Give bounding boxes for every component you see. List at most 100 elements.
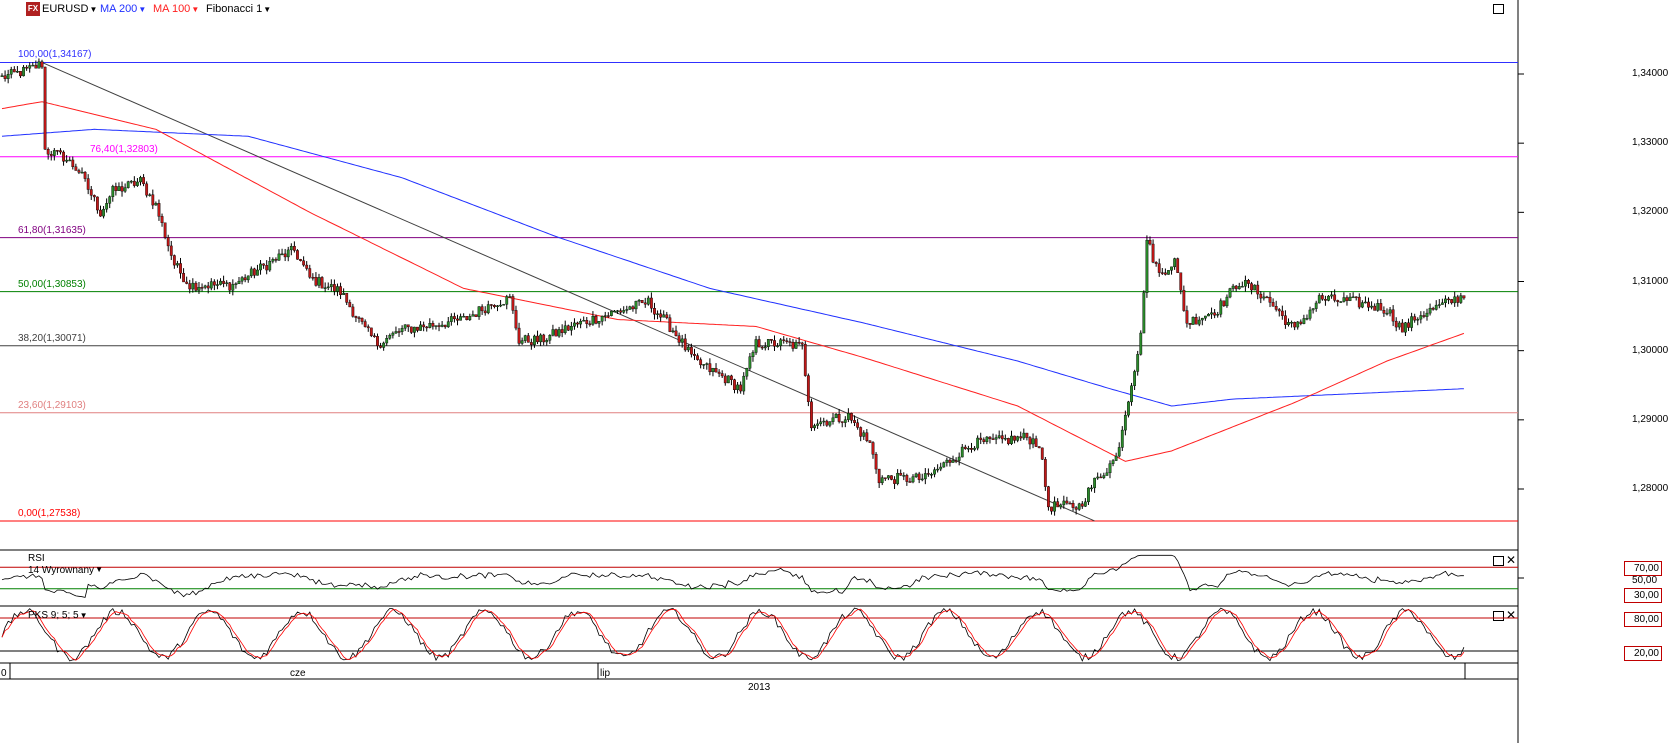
ma100-selector[interactable]: MA 100▼ xyxy=(153,3,199,15)
candle xyxy=(1280,310,1284,316)
fibonacci-selector[interactable]: Fibonacci 1▼ xyxy=(206,3,271,15)
candle xyxy=(514,310,518,329)
candle xyxy=(296,250,299,260)
stoch-level-80-badge: 80,00 xyxy=(1624,612,1662,627)
candle xyxy=(1388,309,1392,314)
candle xyxy=(911,476,915,483)
candle xyxy=(653,308,656,315)
maximize-rsi-icon[interactable] xyxy=(1493,556,1504,566)
candle xyxy=(766,339,770,347)
candle xyxy=(714,368,718,373)
candle xyxy=(413,326,416,333)
candle xyxy=(3,75,7,79)
candle xyxy=(176,263,179,266)
candle xyxy=(1357,296,1361,308)
candle xyxy=(1148,239,1152,245)
candle xyxy=(696,355,699,360)
candle xyxy=(277,253,281,261)
candle xyxy=(194,282,198,291)
candle xyxy=(1003,438,1007,440)
candle xyxy=(422,324,426,328)
stoch-title: PKS 9; 5; 5 xyxy=(28,610,79,621)
candle xyxy=(305,264,309,269)
candle xyxy=(114,186,118,191)
candle xyxy=(1440,302,1444,305)
candle xyxy=(52,150,56,156)
ma200-label: MA 200 xyxy=(100,3,138,15)
candle xyxy=(917,473,921,480)
candle xyxy=(545,340,549,343)
stoch-params[interactable]: PKS 9; 5; 5▼ xyxy=(28,610,88,621)
candle xyxy=(1311,308,1315,311)
candle xyxy=(397,331,401,333)
rsi-level-50-label: 50,00 xyxy=(1632,575,1658,586)
candle xyxy=(163,222,167,238)
candle xyxy=(453,316,456,320)
candle xyxy=(59,150,62,153)
candle xyxy=(536,335,539,343)
candle xyxy=(19,71,22,77)
candle xyxy=(1373,305,1377,311)
candle xyxy=(1154,262,1158,264)
ma100-label: MA 100 xyxy=(153,3,191,15)
candle xyxy=(419,324,422,331)
candle xyxy=(951,460,955,463)
candle xyxy=(1462,295,1466,299)
candle xyxy=(440,324,444,327)
candle xyxy=(637,300,641,302)
candle xyxy=(256,269,259,276)
candle xyxy=(459,316,462,321)
candle xyxy=(1182,289,1186,311)
candle xyxy=(31,64,35,67)
rsi-params[interactable]: 14 Wyrownany▼ xyxy=(28,565,103,576)
candle xyxy=(505,296,509,305)
candle xyxy=(591,316,595,325)
candle xyxy=(806,375,810,402)
candle xyxy=(551,329,555,336)
candle xyxy=(465,316,469,321)
candle xyxy=(588,323,592,325)
candle xyxy=(1016,436,1020,441)
candle xyxy=(1296,321,1300,328)
candle xyxy=(154,203,158,206)
candle xyxy=(1339,301,1343,303)
candle xyxy=(800,342,804,345)
ma200-selector[interactable]: MA 200▼ xyxy=(100,3,146,15)
candle xyxy=(1210,312,1213,315)
candle xyxy=(502,304,506,306)
candle xyxy=(148,194,152,196)
chart-toolbar: FX EURUSD▼ MA 200▼ MA 100▼ Fibonacci 1▼ xyxy=(0,0,1620,20)
candle xyxy=(853,420,856,423)
fib-label-23: 23,60(1,29103) xyxy=(18,399,86,411)
candle xyxy=(1062,500,1066,506)
candle xyxy=(1077,503,1081,510)
candle xyxy=(1290,322,1293,324)
candle xyxy=(89,189,93,196)
price-tick-label: 1,34000 xyxy=(1632,68,1669,79)
maximize-stoch-icon[interactable] xyxy=(1493,611,1504,621)
candle xyxy=(526,335,530,343)
candle xyxy=(246,275,250,281)
close-rsi-icon[interactable]: ✕ xyxy=(1506,553,1517,567)
candle xyxy=(923,473,927,480)
candle xyxy=(982,439,986,442)
candle xyxy=(34,64,38,69)
candle xyxy=(120,186,124,192)
candle xyxy=(499,304,502,307)
close-stoch-icon[interactable]: ✕ xyxy=(1506,608,1517,622)
candle xyxy=(1200,317,1204,321)
candle xyxy=(723,375,727,384)
candle xyxy=(468,316,472,321)
candle xyxy=(893,479,896,484)
candle xyxy=(640,300,644,304)
candle xyxy=(816,423,819,426)
symbol-selector[interactable]: EURUSD▼ xyxy=(42,3,97,15)
maximize-main-icon[interactable] xyxy=(1493,4,1504,14)
candle xyxy=(840,421,844,423)
price-tick-label: 1,30000 xyxy=(1632,344,1669,356)
candle xyxy=(585,320,589,324)
candle xyxy=(209,281,213,289)
candle xyxy=(179,263,182,274)
candle xyxy=(628,306,632,310)
